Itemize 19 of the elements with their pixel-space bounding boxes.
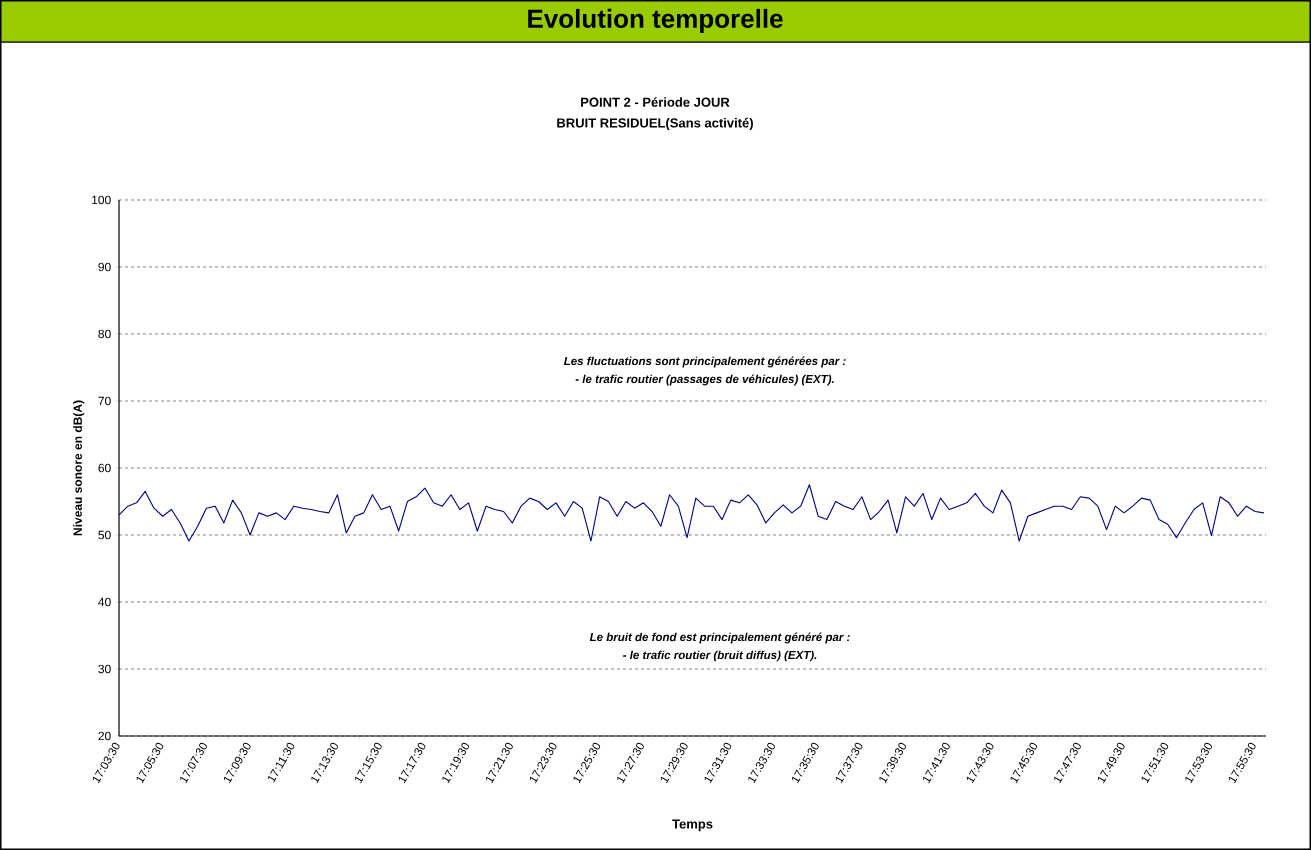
y-tick-label: 40 (98, 597, 111, 607)
annotation: - le trafic routier (bruit diffus) (EXT). (623, 650, 817, 662)
line-series (118, 484, 1265, 542)
y-axis-title: Niveau sonore en dB(A) (73, 400, 85, 536)
annotation: Les fluctuations sont principalement générées par : (563, 356, 846, 368)
y-tick-label: 80 (98, 329, 111, 339)
y-tick-label: 100 (92, 195, 111, 205)
y-tick-label: 60 (98, 463, 111, 473)
y-tick-label: 50 (98, 530, 111, 540)
text: BRUIT RESIDUEL(Sans activité) (557, 117, 753, 131)
y-tick-label: 90 (98, 262, 111, 272)
annotation: Le bruit de fond est principalement généré par : (589, 632, 850, 644)
chart-title: Evolution temporelle (528, 8, 783, 34)
x-axis-title: Temps (672, 819, 713, 832)
y-tick-label: 20 (98, 731, 111, 741)
y-tick-label: 70 (98, 396, 111, 406)
chart-subtitle: POINT 2 - Période JOUR (581, 97, 730, 107)
annotation: - le trafic routier (passages de véhicules) (EXT). (575, 374, 834, 386)
y-tick-label: 30 (98, 664, 111, 674)
